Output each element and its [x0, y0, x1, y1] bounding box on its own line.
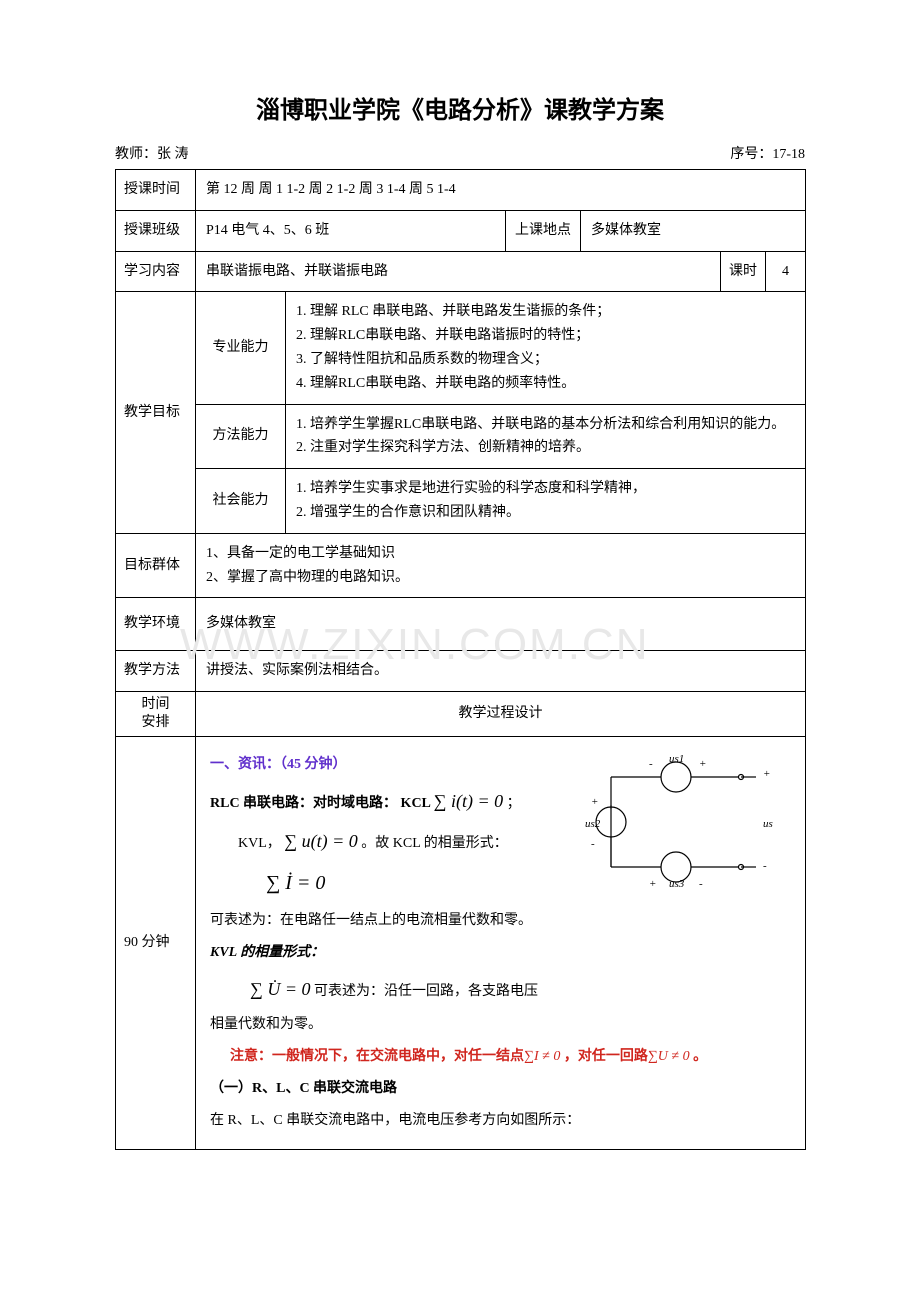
- cell-prof-value: 1. 理解 RLC 串联电路、并联电路发生谐振的条件； 2. 理解RLC串联电路…: [286, 292, 806, 404]
- cell-time-value: 第 12 周 周 1 1-2 周 2 1-2 周 3 1-4 周 5 1-4: [196, 170, 806, 211]
- cell-content-label: 学习内容: [116, 251, 196, 292]
- svg-text:+: +: [649, 878, 656, 890]
- cell-class-value: P14 电气 4、5、6 班: [196, 210, 506, 251]
- cell-env-value: 多媒体教室: [196, 598, 806, 651]
- circuit-label-us1: us1: [669, 753, 684, 765]
- process-line-5: KVL 的相量形式：: [210, 939, 791, 967]
- eq-idot: ∑ İ = 0: [266, 872, 325, 894]
- svg-text:+: +: [763, 768, 770, 780]
- cell-prof-label: 专业能力: [196, 292, 286, 404]
- text: 可表述为：沿任一回路，各支路电压: [314, 984, 538, 999]
- process-line-4: 可表述为：在电路任一结点上的电流相量代数和零。: [210, 907, 791, 935]
- table-row: 社会能力 1. 培养学生实事求是地进行实验的科学态度和科学精神， 2. 增强学生…: [116, 469, 806, 534]
- process-line-7: 相量代数和为零。: [210, 1011, 791, 1039]
- process-line-6: ∑ U̇ = 0 可表述为：沿任一回路，各支路电压: [210, 971, 791, 1007]
- text: RLC 串联电路：对时域电路： KCL: [210, 796, 434, 811]
- table-row: 学习内容 串联谐振电路、并联谐振电路 课时 4: [116, 251, 806, 292]
- cell-class-label: 授课班级: [116, 210, 196, 251]
- svg-text:-: -: [649, 758, 653, 770]
- cell-teachmethod-value: 讲授法、实际案例法相结合。: [196, 651, 806, 692]
- meta-row: 教师：张 涛 序号：17-18: [115, 143, 805, 163]
- eq-udot: ∑ U̇ = 0: [250, 979, 310, 999]
- cell-target-value: 1、具备一定的电工学基础知识 2、掌握了高中物理的电路知识。: [196, 533, 806, 598]
- table-row: 授课班级 P14 电气 4、5、6 班 上课地点 多媒体教室: [116, 210, 806, 251]
- cell-method-label: 方法能力: [196, 404, 286, 469]
- eq-sumu: ∑U ≠ 0: [648, 1049, 690, 1064]
- circuit-label-us3: us3: [669, 878, 685, 890]
- note-text-a: 注意：一般情况下，在交流电路中，对任一结点: [230, 1049, 524, 1064]
- circuit-label-us2: us2: [585, 818, 601, 830]
- note-text-c: 。: [690, 1049, 708, 1064]
- cell-method-value: 1. 培养学生掌握RLC串联电路、并联电路的基本分析法和综合利用知识的能力。 2…: [286, 404, 806, 469]
- cell-process-label: 教学过程设计: [196, 691, 806, 736]
- circuit-label-us: us: [763, 818, 773, 830]
- process-note: 注意：一般情况下，在交流电路中，对任一结点∑I ≠ 0 ，对任一回路∑U ≠ 0…: [210, 1043, 791, 1071]
- cell-time-label: 授课时间: [116, 170, 196, 211]
- cell-teachmethod-label: 教学方法: [116, 651, 196, 692]
- table-row: 方法能力 1. 培养学生掌握RLC串联电路、并联电路的基本分析法和综合利用知识的…: [116, 404, 806, 469]
- eq-kvl: ∑ u(t) = 0: [284, 831, 357, 851]
- process-line-8: 在 R、L、C 串联交流电路中，电流电压参考方向如图所示：: [210, 1107, 791, 1135]
- table-row: 目标群体 1、具备一定的电工学基础知识 2、掌握了高中物理的电路知识。: [116, 533, 806, 598]
- note-text-b: ，对任一回路: [560, 1049, 648, 1064]
- svg-text:-: -: [763, 860, 767, 872]
- svg-text:+: +: [591, 796, 598, 808]
- text: KVL，: [238, 836, 284, 851]
- eq-sumi: ∑I ≠ 0: [524, 1049, 560, 1064]
- process-heading-2: （一）R、L、C 串联交流电路: [210, 1075, 791, 1103]
- cell-hours-label: 课时: [721, 251, 766, 292]
- table-row: 时间 安排 教学过程设计: [116, 691, 806, 736]
- table-row: 教学目标 专业能力 1. 理解 RLC 串联电路、并联电路发生谐振的条件； 2.…: [116, 292, 806, 404]
- cell-process-content: - us1 + + us2 - + us3 - + us - 一、资讯：（45 …: [196, 737, 806, 1150]
- teacher-label: 教师：张 涛: [115, 143, 189, 163]
- table-row: 90 分钟: [116, 737, 806, 1150]
- lesson-plan-table: 授课时间 第 12 周 周 1 1-2 周 2 1-2 周 3 1-4 周 5 …: [115, 169, 806, 1150]
- text: 。故 KCL 的相量形式：: [361, 836, 507, 851]
- cell-content-value: 串联谐振电路、并联谐振电路: [196, 251, 721, 292]
- svg-text:-: -: [699, 878, 703, 890]
- serial-label: 序号：17-18: [730, 143, 805, 163]
- cell-goal-label: 教学目标: [116, 292, 196, 533]
- table-row: 教学环境 多媒体教室: [116, 598, 806, 651]
- cell-timearr-label: 时间 安排: [116, 691, 196, 736]
- cell-social-value: 1. 培养学生实事求是地进行实验的科学态度和科学精神， 2. 增强学生的合作意识…: [286, 469, 806, 534]
- cell-target-label: 目标群体: [116, 533, 196, 598]
- svg-text:+: +: [699, 758, 706, 770]
- text: ；: [507, 796, 521, 811]
- table-row: 授课时间 第 12 周 周 1 1-2 周 2 1-2 周 3 1-4 周 5 …: [116, 170, 806, 211]
- table-row: 教学方法 讲授法、实际案例法相结合。: [116, 651, 806, 692]
- cell-location-value: 多媒体教室: [581, 210, 806, 251]
- circuit-diagram: - us1 + + us2 - + us3 - + us -: [581, 747, 791, 897]
- cell-hours-value: 4: [766, 251, 806, 292]
- cell-env-label: 教学环境: [116, 598, 196, 651]
- eq-kcl: ∑ i(t) = 0: [434, 791, 503, 811]
- cell-location-label: 上课地点: [506, 210, 581, 251]
- cell-social-label: 社会能力: [196, 469, 286, 534]
- svg-text:-: -: [591, 838, 595, 850]
- page-title: 淄博职业学院《电路分析》课教学方案: [115, 90, 805, 125]
- cell-duration: 90 分钟: [116, 737, 196, 1150]
